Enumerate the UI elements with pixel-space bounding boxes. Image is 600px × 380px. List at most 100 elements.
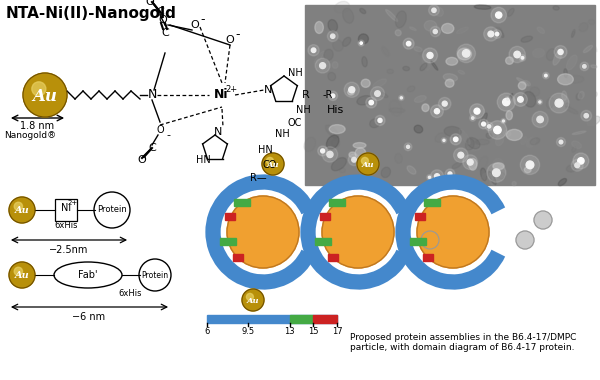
Circle shape — [431, 170, 443, 183]
Circle shape — [242, 289, 264, 311]
Circle shape — [443, 139, 445, 141]
Ellipse shape — [547, 97, 554, 108]
Ellipse shape — [389, 100, 401, 116]
Bar — [207, 315, 337, 323]
Text: Proposed protein assemblies in the B6.4-17/DMPC: Proposed protein assemblies in the B6.4-… — [350, 334, 577, 342]
Text: R—: R— — [250, 173, 266, 183]
Circle shape — [349, 87, 355, 93]
Ellipse shape — [576, 93, 582, 100]
Circle shape — [331, 94, 335, 98]
Ellipse shape — [579, 23, 588, 32]
Ellipse shape — [389, 108, 405, 112]
Circle shape — [505, 97, 511, 102]
Circle shape — [227, 196, 299, 268]
Text: -: - — [236, 28, 240, 41]
Ellipse shape — [348, 151, 354, 164]
Ellipse shape — [403, 66, 410, 71]
Ellipse shape — [557, 74, 574, 85]
Ellipse shape — [474, 5, 491, 9]
Ellipse shape — [443, 74, 457, 81]
Circle shape — [428, 176, 431, 179]
Ellipse shape — [407, 86, 415, 92]
Text: Ni: Ni — [61, 203, 71, 213]
Circle shape — [431, 105, 443, 117]
Ellipse shape — [517, 78, 529, 86]
Ellipse shape — [512, 182, 516, 186]
Ellipse shape — [347, 90, 354, 95]
Ellipse shape — [430, 30, 436, 36]
Circle shape — [422, 48, 437, 63]
Ellipse shape — [551, 15, 556, 23]
Ellipse shape — [591, 41, 597, 52]
Ellipse shape — [386, 10, 398, 22]
Ellipse shape — [547, 49, 556, 60]
Circle shape — [514, 51, 520, 58]
Ellipse shape — [526, 137, 536, 147]
Circle shape — [315, 58, 330, 73]
Circle shape — [581, 110, 592, 121]
Circle shape — [516, 231, 534, 249]
Circle shape — [542, 72, 549, 79]
Circle shape — [417, 196, 489, 268]
Ellipse shape — [395, 11, 406, 28]
Circle shape — [470, 104, 484, 119]
Circle shape — [583, 65, 586, 68]
Circle shape — [520, 155, 539, 174]
Ellipse shape — [310, 49, 319, 53]
Circle shape — [371, 87, 385, 101]
Ellipse shape — [467, 138, 480, 149]
Ellipse shape — [506, 111, 512, 120]
Ellipse shape — [493, 158, 503, 171]
Ellipse shape — [496, 135, 503, 146]
Ellipse shape — [355, 148, 366, 159]
Text: CO: CO — [263, 160, 277, 170]
Ellipse shape — [332, 62, 338, 68]
Bar — [290, 315, 313, 323]
Ellipse shape — [486, 133, 492, 138]
Ellipse shape — [521, 158, 527, 173]
Ellipse shape — [446, 57, 458, 65]
Ellipse shape — [424, 21, 437, 31]
Circle shape — [365, 164, 373, 172]
Circle shape — [366, 97, 377, 108]
Circle shape — [534, 211, 552, 229]
Ellipse shape — [580, 63, 591, 71]
Text: O: O — [158, 15, 167, 25]
Circle shape — [442, 101, 447, 106]
Circle shape — [493, 30, 502, 38]
Ellipse shape — [481, 168, 487, 181]
Ellipse shape — [431, 61, 438, 70]
Circle shape — [266, 157, 274, 165]
Ellipse shape — [328, 19, 338, 32]
Circle shape — [573, 153, 589, 169]
Ellipse shape — [562, 91, 567, 100]
Bar — [55, 199, 77, 221]
Circle shape — [406, 145, 410, 148]
Ellipse shape — [524, 167, 531, 173]
Ellipse shape — [422, 55, 430, 70]
Text: -R: -R — [323, 90, 333, 100]
Ellipse shape — [506, 129, 522, 141]
Bar — [320, 213, 331, 220]
Circle shape — [434, 109, 439, 114]
Ellipse shape — [530, 138, 539, 145]
Ellipse shape — [591, 65, 597, 68]
Ellipse shape — [565, 103, 569, 108]
Circle shape — [23, 73, 67, 117]
Bar — [313, 315, 337, 323]
Ellipse shape — [362, 57, 367, 67]
Circle shape — [328, 91, 338, 100]
Ellipse shape — [395, 30, 401, 36]
Circle shape — [485, 122, 493, 130]
Ellipse shape — [418, 143, 423, 160]
Ellipse shape — [410, 27, 416, 30]
Ellipse shape — [565, 106, 578, 114]
Ellipse shape — [420, 63, 427, 71]
Ellipse shape — [572, 146, 576, 152]
Text: O: O — [137, 155, 146, 165]
Circle shape — [448, 172, 452, 176]
Ellipse shape — [533, 48, 545, 58]
Circle shape — [361, 157, 368, 165]
Ellipse shape — [476, 139, 490, 145]
Ellipse shape — [328, 72, 335, 81]
